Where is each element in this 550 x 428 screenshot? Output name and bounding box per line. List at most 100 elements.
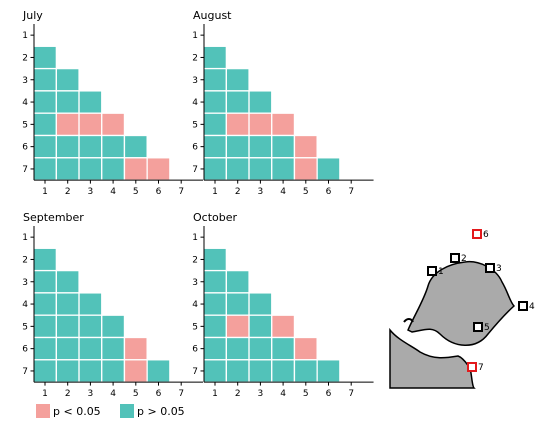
y-tick-label: 4 — [192, 98, 198, 108]
heatmap-cell — [202, 112, 227, 137]
heatmap-cell — [202, 359, 227, 383]
heatmap-cell — [101, 134, 126, 159]
heatmap-cell — [202, 134, 227, 159]
heatmap-cell — [101, 314, 126, 339]
heatmap-cell — [33, 67, 58, 92]
heatmap-cell — [123, 157, 148, 181]
y-tick-label: 6 — [192, 345, 198, 355]
x-tick-label: 3 — [88, 389, 94, 399]
x-tick-label: 4 — [110, 187, 116, 197]
heatmap-cell — [55, 157, 80, 181]
heatmap-cell — [202, 336, 227, 361]
station-marker — [472, 229, 482, 239]
y-tick-label: 1 — [22, 31, 28, 41]
x-tick-label: 6 — [326, 389, 332, 399]
heatmap-cell — [248, 336, 273, 361]
panel-title: July — [22, 9, 43, 22]
station-label: 2 — [461, 254, 467, 264]
y-tick-label: 7 — [22, 367, 28, 377]
x-tick-label: 5 — [133, 389, 139, 399]
y-tick-label: 5 — [192, 120, 198, 130]
x-tick-label: 5 — [303, 389, 309, 399]
heatmap-cell — [33, 359, 58, 383]
y-tick-label: 5 — [22, 120, 28, 130]
heatmap-cell — [55, 336, 80, 361]
x-tick-label: 3 — [258, 187, 264, 197]
heatmap-cell — [225, 269, 250, 294]
heatmap-cell — [33, 157, 58, 181]
y-tick-label: 4 — [22, 300, 28, 310]
heatmap-cell — [55, 112, 80, 137]
station-1: 1 — [427, 266, 444, 277]
heatmap-cell — [248, 292, 273, 316]
panel-title: August — [193, 9, 232, 22]
y-tick-label: 5 — [22, 322, 28, 332]
station-label: 1 — [438, 267, 444, 277]
heatmap-cell — [248, 359, 273, 383]
heatmap-cell — [55, 314, 80, 339]
heatmap-cell — [78, 90, 103, 114]
heatmap-cell — [33, 247, 58, 272]
heatmap-cell — [202, 67, 227, 92]
x-tick-label: 7 — [348, 187, 354, 197]
station-marker — [450, 253, 460, 263]
panel-july: July 1 2 3 4 5 6 7 1 2 3 4 5 6 7 — [22, 9, 204, 197]
x-tick-label: 5 — [303, 187, 309, 197]
x-tick-label: 2 — [65, 187, 71, 197]
x-tick-label: 3 — [258, 389, 264, 399]
y-tick-label: 3 — [192, 76, 198, 86]
x-tick-label: 7 — [178, 389, 184, 399]
y-tick-label: 6 — [22, 143, 28, 153]
heatmap-cell — [202, 45, 227, 70]
heatmap-cell — [202, 90, 227, 114]
panel-title: September — [23, 211, 84, 224]
heatmap-cell — [123, 134, 148, 159]
y-tick-label: 4 — [22, 98, 28, 108]
legend-swatch-not-significant — [120, 404, 134, 418]
y-tick-label: 7 — [192, 367, 198, 377]
heatmap-cell — [202, 292, 227, 316]
x-tick-label: 2 — [65, 389, 71, 399]
x-tick-label: 6 — [156, 389, 162, 399]
y-tick-label: 3 — [22, 76, 28, 86]
heatmap-cell — [33, 314, 58, 339]
x-tick-label: 2 — [235, 187, 241, 197]
heatmap-cell — [225, 336, 250, 361]
heatmap-cell — [271, 157, 296, 181]
station-marker — [467, 362, 477, 372]
heatmap-cell — [202, 314, 227, 339]
y-tick-label: 2 — [192, 255, 198, 265]
heatmap-cell — [78, 292, 103, 316]
heatmap-cell — [55, 359, 80, 383]
x-tick-label: 5 — [133, 187, 139, 197]
station-5: 5 — [473, 322, 490, 333]
heatmap-cell — [225, 134, 250, 159]
y-tick-label: 1 — [192, 31, 198, 41]
heatmap-cell — [202, 247, 227, 272]
land-southwest — [389, 327, 476, 389]
heatmap-cell — [55, 292, 80, 316]
heatmap-cell — [146, 359, 171, 383]
station-marker — [473, 322, 483, 332]
heatmap-cell — [78, 134, 103, 159]
heatmap-cell — [55, 269, 80, 294]
heatmap-cell — [33, 292, 58, 316]
heatmap-cell — [78, 157, 103, 181]
coastline-islet — [403, 318, 414, 323]
y-tick-label: 7 — [192, 165, 198, 175]
x-tick-label: 4 — [280, 389, 286, 399]
y-tick-label: 2 — [22, 53, 28, 63]
x-tick-label: 4 — [280, 187, 286, 197]
heatmap-cell — [123, 336, 148, 361]
station-marker — [427, 266, 437, 276]
x-tick-label: 1 — [42, 187, 48, 197]
y-tick-label: 5 — [192, 322, 198, 332]
heatmap-cell — [225, 314, 250, 339]
heatmap-cell — [123, 359, 148, 383]
heatmap-cell — [248, 157, 273, 181]
heatmap-cell — [33, 336, 58, 361]
x-tick-label: 1 — [212, 389, 218, 399]
station-marker — [518, 301, 528, 311]
station-2: 2 — [450, 253, 467, 264]
